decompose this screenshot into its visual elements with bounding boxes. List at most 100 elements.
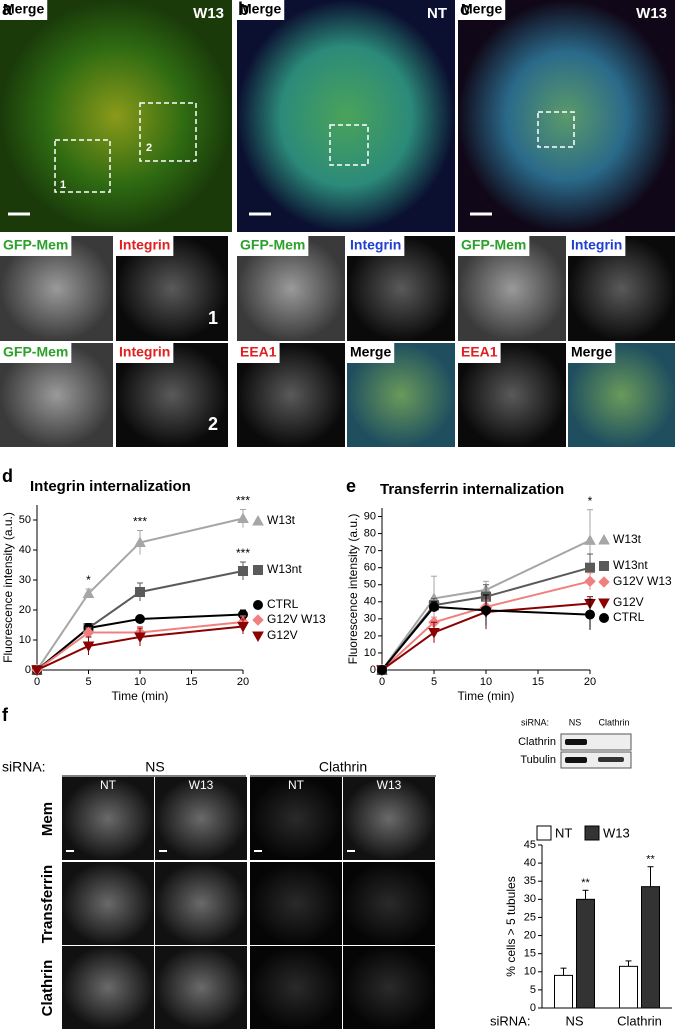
marker — [585, 562, 595, 573]
y-tick-label: 30 — [524, 893, 536, 905]
label-box — [0, 0, 48, 20]
x-tick-label: NS — [565, 1013, 583, 1028]
column-label: W13 — [189, 778, 214, 792]
chart-title: Integrin internalization — [30, 478, 191, 495]
series-line — [36, 517, 244, 671]
roi-box — [329, 124, 369, 166]
x-tick-label: 15 — [185, 676, 197, 688]
label-box — [458, 236, 530, 256]
blot-row-label: Tubulin — [520, 754, 556, 766]
micrograph — [458, 0, 675, 232]
y-tick-label: 70 — [364, 545, 376, 557]
y-tick-label: 0 — [370, 664, 376, 676]
micrograph — [155, 862, 247, 945]
legend-marker — [598, 533, 610, 545]
micrograph — [250, 777, 342, 860]
bar — [554, 974, 573, 1009]
significance: ** — [581, 877, 590, 889]
legend-marker — [253, 565, 263, 575]
y-tick-label: 60 — [364, 562, 376, 574]
series-line — [381, 605, 591, 671]
image-label: Merge — [461, 1, 502, 17]
y-tick-label: 0 — [25, 664, 31, 676]
y-tick-label: 10 — [524, 966, 536, 978]
label-box — [0, 236, 72, 256]
legend-marker — [253, 600, 263, 610]
y-tick-label: 10 — [364, 647, 376, 659]
legend-label: NT — [555, 825, 572, 840]
y-tick-label: 40 — [524, 857, 536, 869]
image-condition: W13 — [193, 5, 224, 22]
micrograph — [343, 777, 435, 860]
significance: *** — [236, 494, 250, 508]
micrograph — [250, 946, 342, 1029]
significance: * — [86, 573, 91, 587]
micrograph — [250, 862, 342, 945]
y-tick-label: 30 — [364, 613, 376, 625]
legend-marker — [598, 598, 610, 610]
legend-marker — [252, 631, 264, 643]
roi-number: 2 — [208, 414, 218, 434]
y-tick-label: 20 — [524, 929, 536, 941]
label-box — [237, 236, 309, 256]
y-axis-label: Fluorescence intensity (a.u.) — [1, 512, 15, 663]
series-line — [36, 613, 244, 671]
column-label: W13 — [377, 778, 402, 792]
image-label: EEA1 — [240, 344, 277, 360]
legend-marker — [252, 614, 264, 626]
micrograph — [343, 946, 435, 1029]
blot-row-label: Clathrin — [518, 736, 556, 748]
y-tick-label: 10 — [19, 634, 31, 646]
legend-label: W13t — [613, 532, 642, 546]
x-tick-label: 10 — [480, 676, 492, 688]
legend-label: W13nt — [613, 558, 648, 572]
significance: ** — [646, 854, 655, 866]
panel-letter: a — [2, 0, 13, 19]
y-tick-label: 20 — [364, 630, 376, 642]
series-line — [36, 621, 244, 671]
chart-title: Transferrin internalization — [380, 481, 564, 498]
micrograph — [155, 946, 247, 1029]
legend-marker — [599, 561, 609, 571]
x-axis-label: Time (min) — [458, 689, 515, 703]
column-label: NT — [288, 778, 305, 792]
blot-header: NS — [569, 717, 582, 727]
y-tick-label: 30 — [19, 574, 31, 586]
image-label: Integrin — [119, 344, 170, 360]
marker — [237, 622, 249, 633]
blot-header: siRNA: — [521, 717, 549, 727]
label-box — [237, 343, 280, 363]
group-label: NS — [145, 759, 164, 775]
y-tick-label: 15 — [524, 948, 536, 960]
label-box — [0, 343, 72, 363]
marker — [134, 632, 146, 644]
marker — [135, 614, 145, 624]
micrograph — [62, 946, 154, 1029]
x-axis-label: siRNA: — [490, 1013, 530, 1028]
label-box — [237, 0, 285, 20]
roi-box — [537, 111, 575, 148]
label-box — [347, 236, 405, 256]
legend-label: W13 — [603, 825, 630, 840]
label-box — [347, 343, 395, 363]
y-tick-label: 45 — [524, 839, 536, 851]
micrograph — [237, 0, 455, 232]
blot-band — [598, 757, 624, 762]
series-line — [36, 625, 244, 671]
legend-label: G12V W13 — [613, 574, 672, 588]
legend-label: W13nt — [267, 562, 302, 576]
dashed-boxes — [54, 102, 575, 193]
y-tick-label: 80 — [364, 527, 376, 539]
blot-header: Clathrin — [598, 717, 629, 727]
legend-swatch — [584, 825, 600, 841]
image-label: Integrin — [350, 237, 401, 253]
x-tick-label: Clathrin — [617, 1013, 662, 1028]
micrograph — [155, 777, 247, 860]
legend-marker — [598, 576, 610, 588]
panel-letter: f — [2, 705, 9, 725]
marker — [135, 587, 145, 597]
blot — [560, 751, 632, 769]
legend-marker — [252, 514, 264, 526]
roi-number: 1 — [208, 308, 218, 328]
